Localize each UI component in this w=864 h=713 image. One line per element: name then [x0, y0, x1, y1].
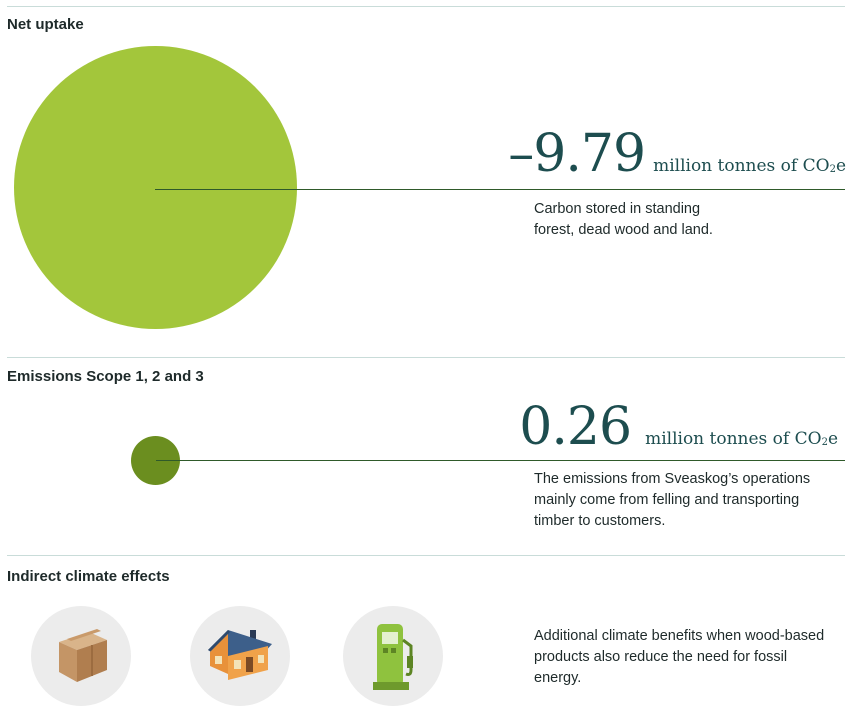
middle-divider — [7, 357, 845, 358]
net-uptake-circle — [14, 46, 297, 329]
emissions-value: 0.26 — [519, 397, 632, 457]
biofuel-pump-icon — [343, 606, 443, 706]
indirect-title: Indirect climate effects — [7, 568, 170, 585]
emissions-description: The emissions from Sveaskog’s operations… — [534, 471, 811, 529]
emissions-title: Emissions Scope 1, 2 and 3 — [7, 368, 204, 385]
net-uptake-description: Carbon stored in standing forest, dead w… — [534, 201, 713, 238]
wooden-house-icon — [190, 606, 290, 706]
emissions-leader-line — [156, 460, 845, 461]
emissions-unit: million tonnes of CO2e — [645, 429, 838, 449]
net-uptake-title: Net uptake — [7, 16, 84, 33]
cardboard-box-icon — [31, 606, 131, 706]
indirect-description: Additional climate benefits when wood-ba… — [534, 628, 825, 686]
net-uptake-value-group: –9.79 million tonnes of CO2e — [508, 128, 846, 180]
emissions-value-group: 0.26 million tonnes of CO2e — [519, 401, 838, 453]
net-uptake-unit: million tonnes of CO2e — [653, 156, 846, 176]
bottom-divider — [7, 555, 845, 556]
net-uptake-value: –9.79 — [508, 124, 646, 184]
top-divider — [7, 6, 845, 7]
net-uptake-leader-line — [155, 189, 845, 190]
